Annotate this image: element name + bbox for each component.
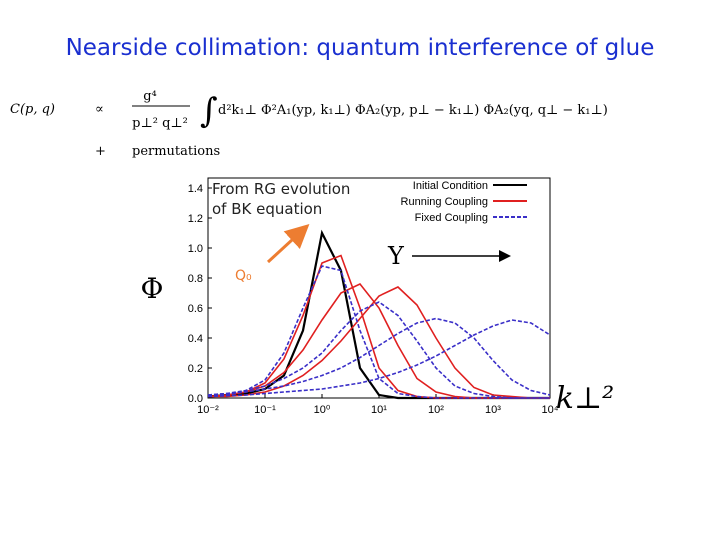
y-tick-label: 0.6 (188, 303, 203, 315)
series-line (207, 317, 551, 396)
y-axis-label: Φ (141, 272, 164, 305)
x-tick-label: 10¹ (371, 404, 387, 416)
series-line (207, 319, 551, 398)
annotation-arrow (266, 223, 310, 264)
y-tick-label: 0.2 (188, 363, 203, 375)
legend-label: Running Coupling (401, 196, 488, 208)
y-tick-label: 1.0 (188, 243, 203, 255)
formula-numerator: g⁴ (143, 89, 157, 104)
x-axis-label: k⊥² (556, 381, 614, 416)
legend-label: Fixed Coupling (415, 212, 488, 224)
x-tick-label: 10⁴ (542, 404, 559, 416)
formula-plus: + (95, 144, 106, 159)
annotation: of BK equation (212, 200, 322, 218)
formula-denominator: p⊥² q⊥² (132, 116, 188, 131)
chart: 0.0 0.2 0.4 0.6 0.8 1.0 1.2 1.4 10⁻² 10⁻¹ 10⁰ 10¹ 10… (141, 177, 614, 416)
x-tick-label: 10³ (485, 404, 501, 416)
formula-propto: ∝ (95, 102, 104, 117)
evolution-label: Y (387, 242, 405, 270)
x-tick-label: 10² (428, 404, 444, 416)
series-line (208, 286, 550, 399)
series-line (207, 229, 550, 400)
annotation: From RG evolution (212, 180, 350, 198)
slide-title: Nearside collimation: quantum interferen… (66, 35, 655, 61)
y-tick-label: 0.8 (188, 273, 203, 285)
y-tick-label: 0.4 (188, 333, 203, 345)
y-tick-label: 1.2 (188, 213, 203, 225)
formula-integral: ∫ (200, 91, 218, 131)
formula-integrand: d²k₁⊥ Φ²A₁(yp, k₁⊥) ΦA₂(yp, p⊥ − k₁⊥) ΦA… (218, 103, 608, 118)
x-tick-label: 10⁻² (197, 404, 219, 416)
y-tick-label: 0.0 (188, 393, 203, 405)
formula-permutations: permutations (132, 144, 220, 159)
series-line (207, 283, 550, 399)
y-tick-label: 1.4 (188, 183, 203, 195)
x-tick-label: 10⁻¹ (254, 404, 276, 416)
x-tick-label: 10⁰ (314, 404, 331, 416)
formula-lhs: C(p, q) (10, 102, 55, 117)
series-line (207, 301, 550, 399)
legend-label: Initial Condition (413, 180, 488, 192)
series-line (207, 265, 550, 399)
q0-label: Q₀ (235, 268, 252, 284)
